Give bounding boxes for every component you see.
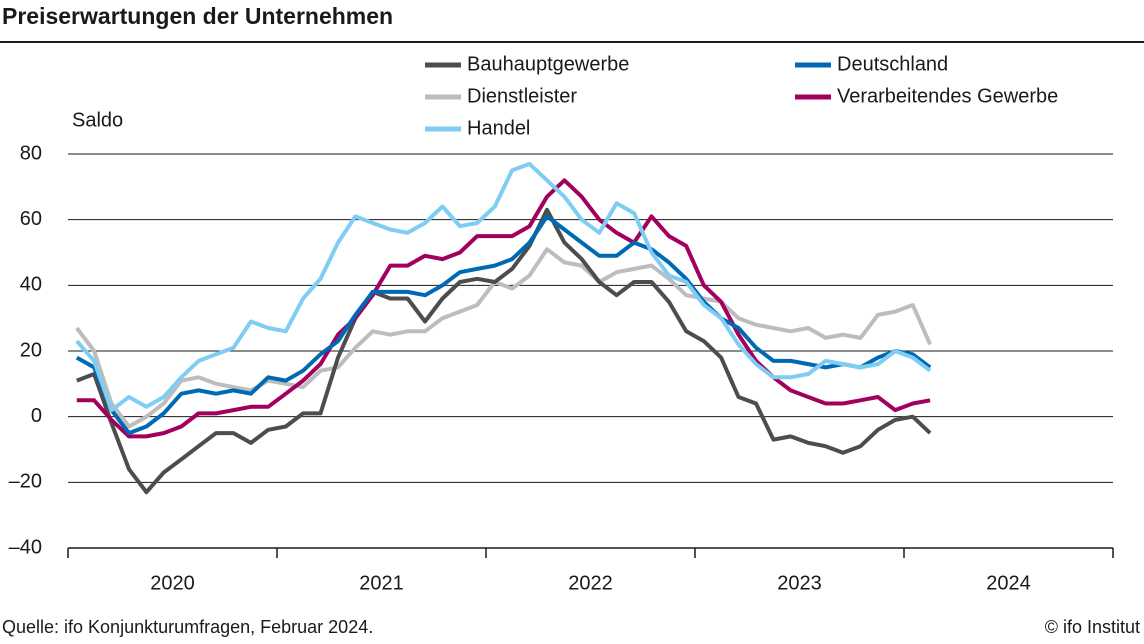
y-axis-label: Saldo (72, 109, 123, 131)
y-tick-label: –40 (9, 536, 42, 558)
y-tick-label: 40 (20, 274, 42, 296)
legend-label: Dienstleister (467, 85, 577, 107)
legend-label: Bauhauptgewerbe (467, 53, 629, 75)
y-tick-label: 80 (20, 142, 42, 164)
x-tick-label: 2023 (777, 572, 822, 594)
chart-title: Preiserwartungen der Unternehmen (2, 3, 393, 29)
x-tick-label: 2020 (150, 572, 195, 594)
y-tick-label: 0 (31, 405, 42, 427)
y-tick-label: –20 (9, 471, 42, 493)
x-tick-label: 2021 (359, 572, 404, 594)
series-line (75, 161, 932, 413)
series-line (75, 247, 932, 429)
series-line (76, 207, 932, 495)
legend-label: Deutschland (837, 53, 948, 75)
series-line (75, 214, 932, 436)
x-tick-label: 2024 (986, 572, 1031, 594)
y-tick-label: 60 (20, 208, 42, 230)
legend-label: Handel (467, 117, 530, 139)
y-tick-label: 20 (20, 339, 42, 361)
x-tick-label: 2022 (568, 572, 613, 594)
legend-label: Verarbeitendes Gewerbe (837, 85, 1058, 107)
source: Quelle: ifo Konjunkturumfragen, Februar … (2, 617, 373, 637)
credit: © ifo Institut (1045, 617, 1140, 637)
series-line (76, 178, 931, 439)
